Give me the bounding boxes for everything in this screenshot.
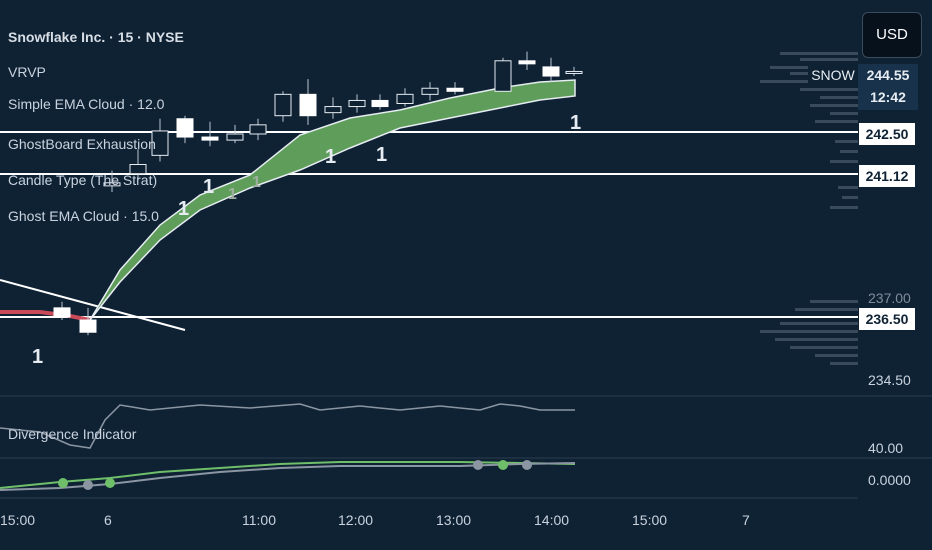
divergence-line: [0, 403, 575, 449]
currency-button[interactable]: USD: [862, 12, 922, 58]
candle-body[interactable]: [176, 118, 194, 138]
candle-body[interactable]: [103, 182, 121, 187]
bar-countdown: 12:42: [870, 89, 906, 105]
legend-item-ghostboard[interactable]: GhostBoard Exhaustion: [8, 136, 156, 152]
legend-item-candle-type[interactable]: Candle Type (The Strat): [8, 172, 158, 188]
legend-item-simple-ema-cloud[interactable]: Simple EMA Cloud · 12.0: [8, 96, 165, 112]
candle-body[interactable]: [151, 130, 169, 156]
legend-item-ghost-ema-cloud[interactable]: Ghost EMA Cloud · 15.0: [8, 208, 159, 224]
candle-body[interactable]: [421, 87, 439, 95]
osc-dot: [473, 460, 483, 470]
candle-body[interactable]: [348, 99, 366, 108]
time-label: 14:00: [534, 512, 570, 528]
time-label: 11:00: [242, 512, 276, 528]
strat-marker: 1: [376, 144, 388, 166]
osc-dot: [58, 478, 68, 488]
osc-dot: [83, 480, 93, 490]
time-label: 15:00: [632, 512, 668, 528]
ema-cloud: [89, 79, 576, 321]
osc-dot: [522, 460, 532, 470]
osc-dot: [498, 460, 508, 470]
volume-profile: [760, 52, 858, 365]
candle-body[interactable]: [371, 99, 389, 108]
axis-label: 0.0000: [868, 472, 911, 488]
last-price: 244.55: [866, 67, 910, 83]
candle-body[interactable]: [249, 124, 267, 135]
price-level-label[interactable]: 236.50: [858, 307, 916, 331]
candle-body[interactable]: [494, 60, 512, 92]
candles-group: [53, 51, 583, 336]
candle-body[interactable]: [53, 307, 71, 318]
time-label: 7: [742, 512, 750, 528]
candle-body[interactable]: [299, 93, 317, 117]
strat-marker: 1: [178, 198, 190, 220]
candle-body[interactable]: [226, 133, 244, 141]
time-label: 13:00: [436, 512, 472, 528]
candle-body[interactable]: [446, 87, 464, 92]
legend-item-vrvp[interactable]: VRVP: [8, 64, 46, 80]
strat-marker: 1: [32, 346, 44, 368]
axis-label: 40.00: [868, 440, 904, 456]
strat-marker: 1: [252, 174, 261, 191]
candle-body[interactable]: [324, 106, 342, 114]
trendline[interactable]: [0, 279, 186, 331]
price-level-label[interactable]: 241.12: [858, 164, 916, 188]
time-label: 12:00: [338, 512, 374, 528]
last-price-badge: 244.55 12:42: [858, 64, 918, 110]
candle-body[interactable]: [565, 70, 583, 74]
candle-body[interactable]: [201, 136, 219, 141]
candle-body[interactable]: [518, 60, 536, 65]
candle-body[interactable]: [542, 66, 560, 77]
candle-body[interactable]: [129, 164, 147, 175]
candle-body[interactable]: [274, 93, 292, 117]
time-label: 6: [104, 512, 112, 528]
axis-label: 237.00: [868, 290, 911, 306]
candle-body[interactable]: [79, 319, 97, 333]
symbol-label: SNOW: [808, 62, 858, 88]
axis-label: 234.50: [868, 372, 911, 388]
strat-marker: 1: [570, 112, 582, 134]
legend-item-divergence[interactable]: Divergence Indicator: [8, 426, 137, 442]
candle-body[interactable]: [396, 93, 414, 104]
price-level-label[interactable]: 242.50: [858, 122, 916, 146]
osc-dot: [105, 478, 115, 488]
time-label: 15:00: [0, 512, 36, 528]
strat-marker: 1: [228, 186, 237, 203]
strat-marker: 1: [203, 176, 215, 198]
legend-title[interactable]: Snowflake Inc. · 15 · NYSE: [8, 29, 184, 45]
strat-marker: 1: [325, 146, 337, 168]
